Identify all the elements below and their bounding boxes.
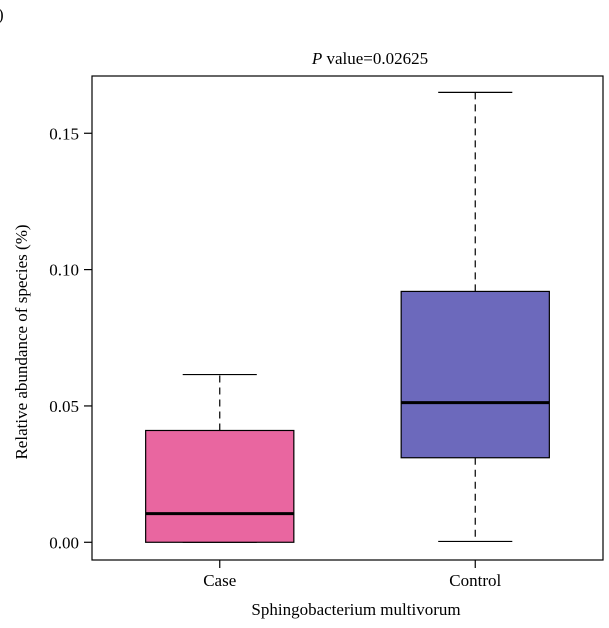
x-tick-label: Control: [449, 571, 501, 590]
y-tick-label: 0.10: [49, 261, 79, 280]
boxes-group: [145, 91, 550, 543]
box-body: [400, 290, 550, 459]
x-axis: Case Control: [203, 560, 501, 590]
panel-label: ): [0, 5, 4, 24]
chart-title: P value=0.02625: [311, 49, 428, 68]
y-axis: 0.00 0.05 0.10 0.15: [49, 124, 92, 552]
x-tick-label: Case: [203, 571, 236, 590]
y-axis-label: Relative abundance of species (%): [12, 224, 31, 459]
box-body: [145, 429, 295, 543]
title-prefix: P: [311, 49, 322, 68]
plot-area: [91, 75, 604, 561]
x-axis-label: Sphingobacterium multivorum: [251, 600, 460, 619]
y-tick-label: 0.05: [49, 397, 79, 416]
y-tick-label: 0.00: [49, 533, 79, 552]
title-suffix: value=0.02625: [322, 49, 428, 68]
box-case: [145, 373, 295, 543]
y-tick-label: 0.15: [49, 124, 79, 143]
box-control: [400, 91, 550, 543]
